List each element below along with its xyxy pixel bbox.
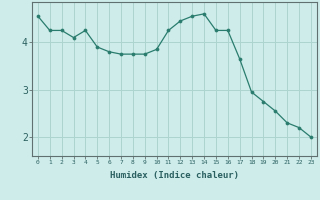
X-axis label: Humidex (Indice chaleur): Humidex (Indice chaleur): [110, 171, 239, 180]
